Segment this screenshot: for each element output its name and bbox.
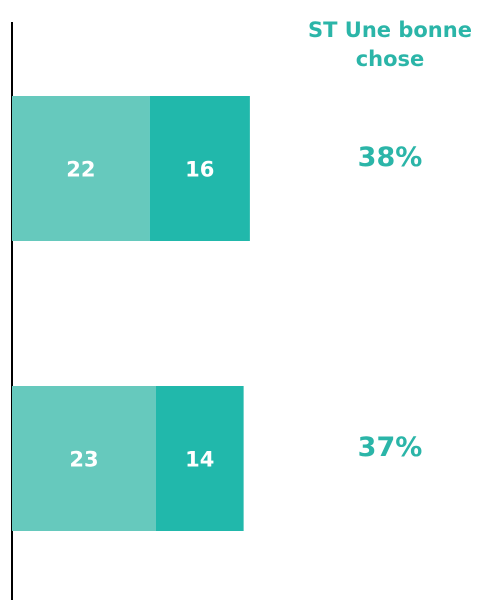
bar-segment	[155, 386, 244, 531]
segment-label: 22	[66, 158, 95, 182]
column-header: ST Une bonne chose	[308, 18, 472, 71]
segment-label: 14	[185, 448, 214, 472]
segment-label: 16	[185, 158, 214, 182]
total-label: 38%	[358, 142, 423, 173]
bar-segment	[12, 96, 150, 241]
bar-segment	[149, 96, 250, 241]
bar-segment	[12, 386, 156, 531]
total-label: 37%	[358, 432, 423, 463]
segment-label: 23	[69, 448, 98, 472]
